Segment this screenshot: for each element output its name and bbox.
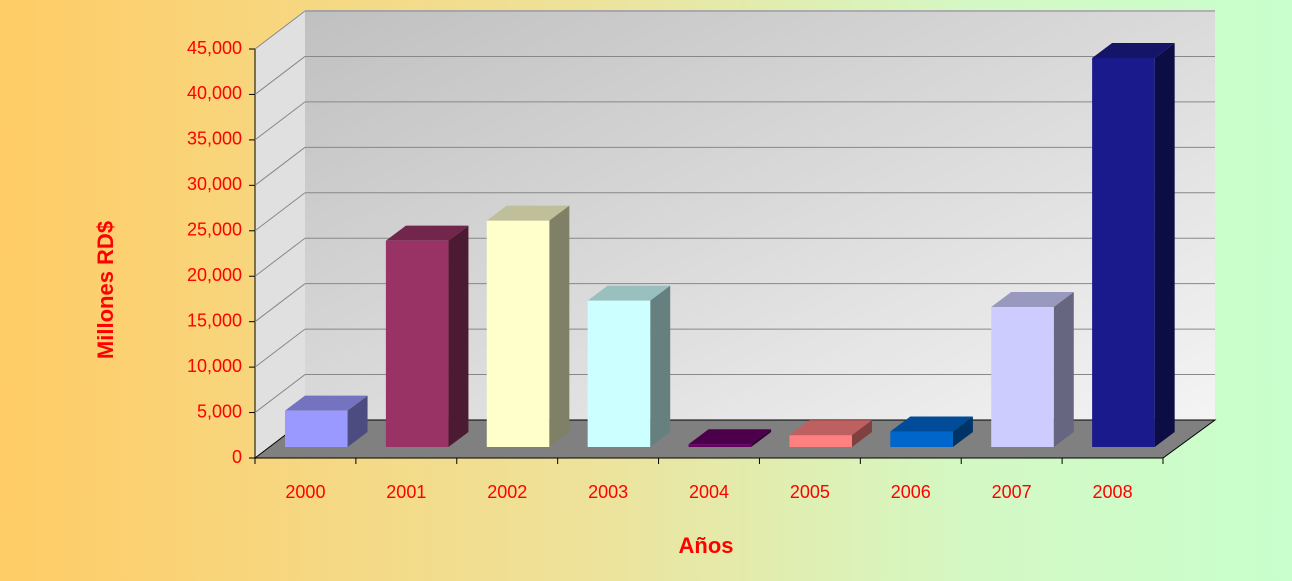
bar-top — [385, 225, 469, 241]
grid-line — [254, 192, 306, 232]
x-tick-label: 2004 — [689, 482, 729, 502]
bar — [285, 410, 348, 447]
side-wall — [255, 10, 305, 458]
bar-side — [549, 205, 570, 447]
x-tick-label: 2005 — [790, 482, 830, 502]
y-tick-label: 10,000 — [187, 356, 242, 376]
y-tick-label: 5,000 — [197, 401, 242, 421]
x-tick-label: 2002 — [487, 482, 527, 502]
y-tick-label: 30,000 — [187, 174, 242, 194]
y-tick-label: 25,000 — [187, 220, 242, 240]
bar-top — [890, 416, 973, 432]
y-tick-label: 15,000 — [187, 310, 242, 330]
bar-side — [851, 420, 872, 447]
bar — [486, 220, 550, 447]
bar-side — [751, 429, 772, 447]
bar — [1092, 57, 1155, 448]
bar-side — [448, 225, 469, 447]
grid-line — [254, 328, 306, 368]
bar — [587, 300, 651, 447]
bar-side — [1053, 292, 1074, 447]
bar-top — [789, 420, 872, 436]
bar-top — [991, 292, 1074, 308]
bar — [688, 444, 752, 447]
bar-side — [347, 395, 368, 447]
grid-line — [254, 283, 306, 323]
x-tick-label: 2006 — [891, 482, 931, 502]
bar-side — [650, 285, 671, 447]
y-tick-label: 20,000 — [187, 265, 242, 285]
grid-line — [254, 146, 306, 186]
bar — [890, 431, 953, 447]
grid-line — [254, 101, 306, 141]
y-tick-label: 40,000 — [187, 83, 242, 103]
x-axis-label: Años — [679, 533, 734, 558]
x-tick-label: 2001 — [386, 482, 426, 502]
x-tick-label: 2000 — [285, 482, 325, 502]
x-tick-label: 2007 — [992, 482, 1032, 502]
bar-top — [486, 205, 570, 221]
y-tick-label: 45,000 — [187, 38, 242, 58]
bar-top — [688, 429, 772, 445]
y-tick-label: 0 — [232, 447, 242, 467]
bar — [385, 240, 449, 447]
bar-top — [285, 395, 368, 411]
bar-side — [1154, 42, 1175, 448]
grid-line — [254, 237, 306, 277]
grid-line — [254, 56, 306, 95]
grid-line — [254, 10, 306, 50]
bar-top — [1092, 42, 1175, 58]
bar — [991, 307, 1054, 447]
bar-side — [952, 416, 973, 447]
bar-top — [587, 285, 671, 301]
y-axis-label: Millones RD$ — [93, 221, 118, 359]
x-tick-label: 2003 — [588, 482, 628, 502]
x-tick-label: 2008 — [1093, 482, 1133, 502]
grid-line — [254, 374, 306, 413]
bar — [789, 435, 852, 447]
y-tick-label: 35,000 — [187, 129, 242, 149]
